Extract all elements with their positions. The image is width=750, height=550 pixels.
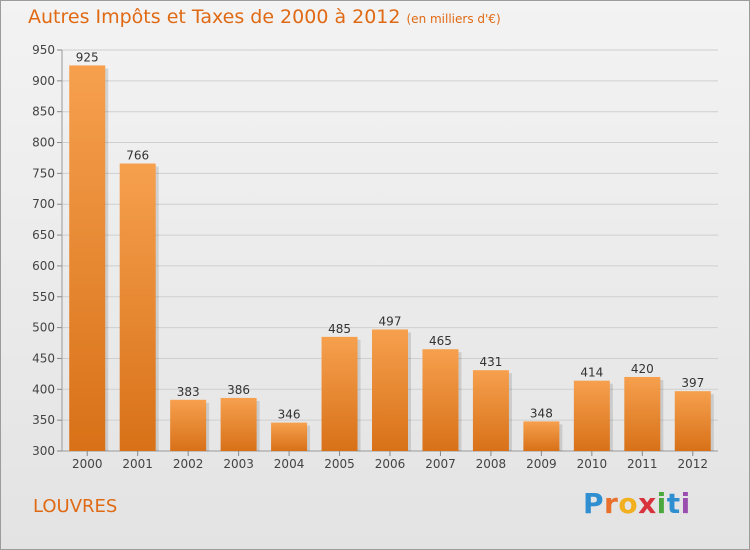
bar-value-label: 383 (177, 385, 200, 399)
proxiti-logo[interactable]: Proxiti (583, 487, 691, 520)
x-tick-label: 2001 (122, 457, 153, 471)
logo-letter: r (604, 487, 619, 520)
chart-title: Autres Impôts et Taxes de 2000 à 2012 (en… (28, 6, 501, 28)
bar-value-label: 420 (631, 362, 654, 376)
x-tick-label: 2011 (627, 457, 658, 471)
bar (422, 349, 459, 451)
bar (69, 65, 106, 451)
x-tick-label: 2012 (677, 457, 708, 471)
y-tick-label: 950 (32, 43, 55, 57)
y-tick-label: 500 (32, 321, 55, 335)
bar-value-label: 485 (328, 322, 351, 336)
bar (372, 329, 408, 451)
x-tick-label: 2009 (526, 457, 557, 471)
bar (271, 422, 308, 451)
y-tick-label: 350 (32, 413, 55, 427)
bar-value-label: 925 (76, 50, 99, 64)
x-tick-label: 2004 (274, 457, 305, 471)
y-tick-label: 400 (32, 382, 55, 396)
x-tick-label: 2007 (425, 457, 456, 471)
x-tick-label: 2000 (72, 457, 103, 471)
bar-value-label: 431 (479, 355, 502, 369)
logo-letter: P (583, 487, 605, 520)
logo-letter: i (656, 487, 667, 520)
bar (624, 376, 661, 451)
bars (69, 65, 714, 451)
y-tick-label: 450 (32, 351, 55, 365)
bar (119, 163, 156, 451)
y-tick-label: 750 (32, 166, 55, 180)
bar-value-label: 497 (379, 314, 402, 328)
y-tick-label: 850 (32, 105, 55, 119)
bar (321, 336, 358, 451)
x-tick-label: 2002 (173, 457, 204, 471)
bar-value-label: 348 (530, 406, 553, 420)
location-label: LOUVRES (33, 496, 118, 517)
x-tick-label: 2005 (324, 457, 355, 471)
data-labels: 925 766 383 386 346 485 497 465 431 348 414 420 397 (76, 50, 704, 421)
x-tick-label: 2003 (223, 457, 254, 471)
logo-letter: o (618, 487, 639, 520)
bar (523, 421, 560, 451)
y-tick-label: 900 (32, 74, 55, 88)
y-tick-label: 600 (32, 259, 55, 273)
bar (472, 370, 509, 451)
logo-letter: t (666, 487, 681, 520)
bar (170, 399, 207, 451)
x-tick-label: 2006 (375, 457, 406, 471)
y-tick-label: 800 (32, 136, 55, 150)
y-tick-label: 650 (32, 228, 55, 242)
bar-value-label: 346 (278, 408, 301, 422)
y-tick-label: 700 (32, 197, 55, 211)
title-unit: (en milliers d'€) (406, 12, 501, 26)
y-tick-label: 300 (32, 444, 55, 458)
y-tick-label: 550 (32, 290, 55, 304)
bar-value-label: 386 (227, 383, 250, 397)
x-tick-label: 2010 (577, 457, 608, 471)
x-tick-label: 2008 (476, 457, 507, 471)
logo-letter: i (680, 487, 691, 520)
bar-value-label: 766 (126, 149, 149, 163)
bar (674, 391, 711, 451)
bar-value-label: 397 (681, 376, 704, 390)
bar-value-label: 465 (429, 334, 452, 348)
bar-value-label: 414 (580, 366, 603, 380)
bar (220, 397, 257, 451)
bar (573, 380, 610, 451)
logo-letter: x (638, 487, 657, 520)
title-text: Autres Impôts et Taxes de 2000 à 2012 (28, 6, 401, 28)
